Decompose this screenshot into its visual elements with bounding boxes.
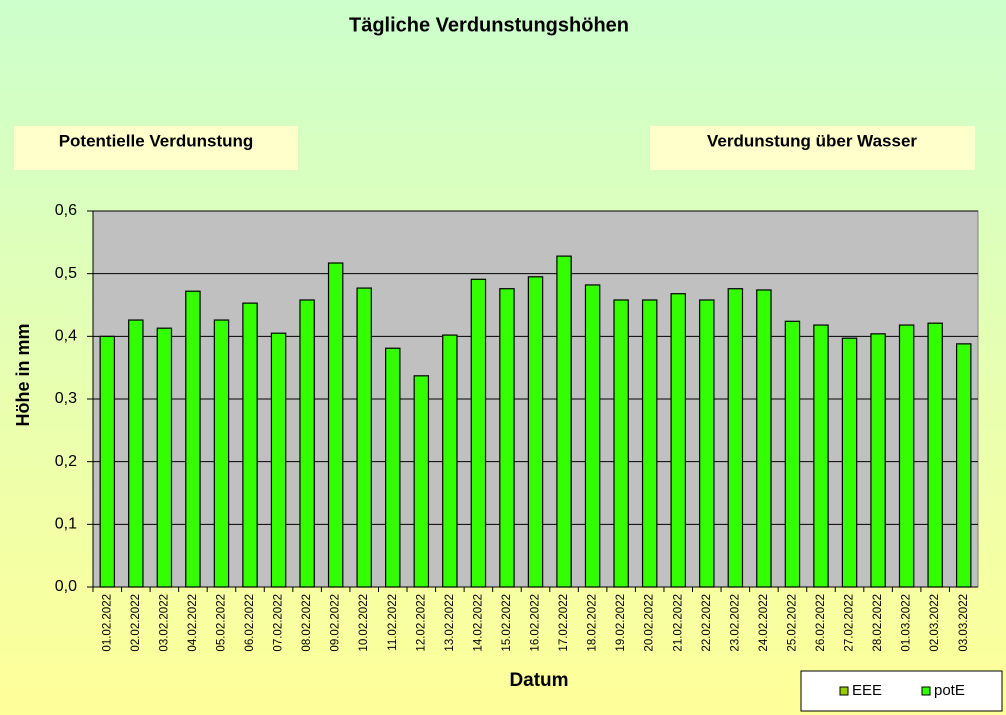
legend-swatch: [921, 686, 931, 696]
bar: [156, 327, 173, 588]
x-tick-label: 22.02.2022: [701, 594, 713, 652]
bar: [499, 288, 515, 588]
x-tick-label: 05.02.2022: [215, 594, 227, 652]
x-tick-label: 24.02.2022: [758, 594, 770, 652]
x-tick-label: 01.03.2022: [901, 594, 913, 652]
bar: [356, 287, 372, 588]
x-tick-label: 21.02.2022: [672, 594, 684, 652]
bar: [527, 276, 544, 588]
x-tick-label: 02.03.2022: [929, 594, 941, 652]
x-tick-label: 14.02.2022: [472, 594, 484, 652]
bar: [185, 290, 201, 588]
panel-box: [650, 126, 975, 170]
x-axis-label: Datum: [509, 670, 568, 691]
y-tick-label: 0,2: [55, 453, 77, 470]
bar: [470, 278, 487, 588]
bar: [613, 299, 629, 588]
panel-label: Verdunstung über Wasser: [707, 131, 917, 150]
bar: [128, 319, 144, 588]
x-tick-label: 25.02.2022: [786, 594, 798, 652]
bar: [870, 333, 886, 588]
legend-label: potE: [934, 682, 965, 699]
x-tick-label: 08.02.2022: [301, 594, 313, 652]
y-tick-label: 0,1: [55, 516, 77, 533]
x-tick-label: 27.02.2022: [844, 594, 856, 652]
bar: [670, 293, 686, 588]
x-tick-label: 03.03.2022: [958, 594, 970, 652]
x-tick-label: 17.02.2022: [558, 594, 570, 652]
x-tick-label: 07.02.2022: [273, 594, 285, 652]
x-tick-label: 01.02.2022: [101, 594, 113, 652]
bar: [813, 324, 829, 588]
bar: [385, 347, 401, 588]
x-tick-label: 04.02.2022: [187, 594, 199, 652]
x-tick-label: 16.02.2022: [530, 594, 542, 652]
panel-label: Potentielle Verdunstung: [59, 131, 254, 150]
bar: [442, 334, 458, 588]
legend-label: EEE: [852, 682, 882, 699]
x-tick-label: 28.02.2022: [872, 594, 884, 652]
bar: [299, 299, 315, 588]
x-tick-label: 12.02.2022: [415, 594, 427, 652]
y-tick-label: 0,3: [55, 390, 77, 407]
x-tick-label: 06.02.2022: [244, 594, 256, 652]
y-tick-label: 0,5: [55, 265, 77, 282]
x-tick-label: 11.02.2022: [387, 594, 399, 651]
bar: [413, 375, 430, 588]
y-tick-label: 0,4: [55, 328, 77, 345]
y-tick-label: 0,6: [55, 202, 77, 219]
bar: [699, 299, 715, 588]
bar: [784, 320, 801, 588]
bar: [955, 343, 972, 588]
bar: [641, 299, 658, 588]
chart-title: Tägliche Verdunstungshöhen: [349, 14, 629, 36]
x-tick-label: 20.02.2022: [644, 594, 656, 652]
x-tick-label: 15.02.2022: [501, 594, 513, 652]
bar: [841, 337, 858, 588]
x-tick-label: 26.02.2022: [815, 594, 827, 652]
bar: [584, 284, 601, 588]
bar: [727, 288, 744, 588]
y-axis-label: Höhe in mm: [13, 323, 33, 426]
bar: [242, 302, 258, 588]
bar: [327, 262, 344, 588]
x-tick-label: 02.02.2022: [130, 594, 142, 652]
x-tick-label: 23.02.2022: [729, 594, 741, 652]
x-tick-label: 09.02.2022: [330, 594, 342, 652]
legend-swatch: [839, 686, 849, 696]
legend-box: [800, 670, 1003, 712]
x-tick-label: 10.02.2022: [358, 594, 370, 652]
bar: [99, 335, 116, 588]
x-tick-label: 18.02.2022: [587, 594, 599, 652]
bar: [927, 322, 943, 588]
panel-box: [14, 126, 298, 170]
x-tick-label: 13.02.2022: [444, 594, 456, 652]
y-tick-label: 0,0: [55, 578, 77, 595]
bar: [898, 324, 915, 588]
bar: [270, 332, 287, 588]
x-tick-label: 03.02.2022: [158, 594, 170, 652]
bar: [756, 289, 772, 588]
x-tick-label: 19.02.2022: [615, 594, 627, 652]
bar: [213, 319, 230, 588]
bar: [556, 255, 572, 588]
